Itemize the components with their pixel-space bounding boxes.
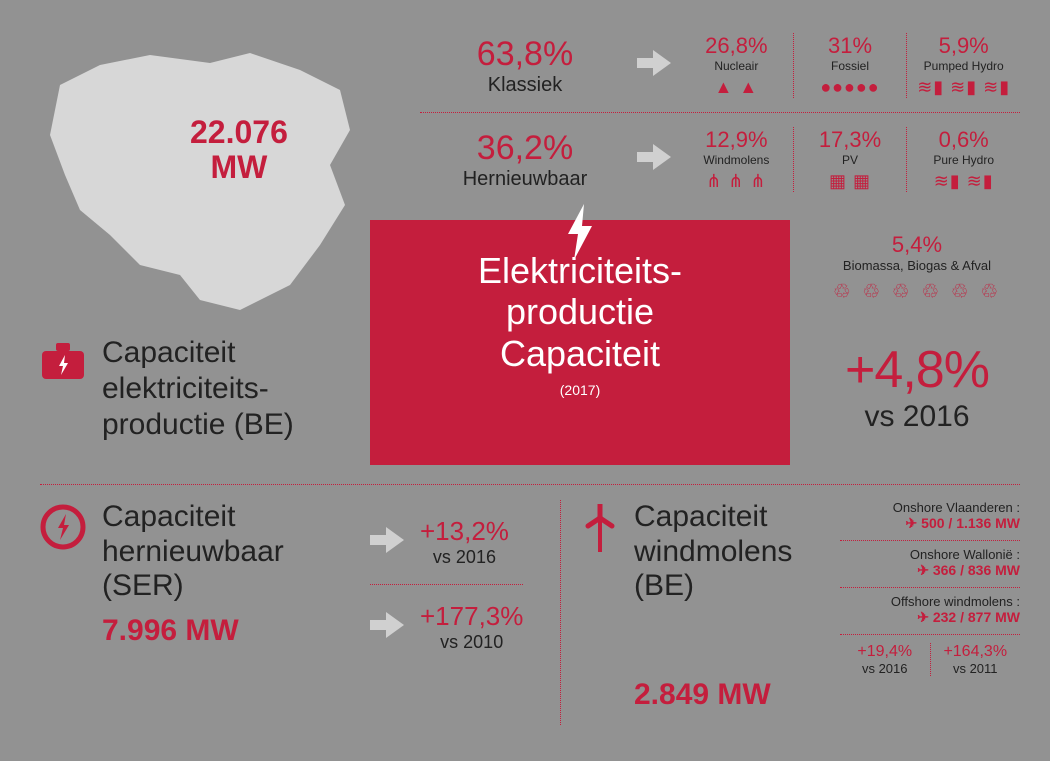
ser-mw: 7.996 MW — [102, 614, 284, 648]
klassiek-row: 63,8% Klassiek 26,8% Nucleair ▲ ▲ 31% Fo… — [420, 25, 1020, 106]
wind-turbine-icon — [580, 504, 620, 550]
lightning-bolt-icon — [560, 204, 600, 265]
sub-windmolens: 12,9% Windmolens ⋔ ⋔ ⋔ — [680, 127, 793, 192]
wind-detail-row: Onshore Vlaanderen : ✈ 500 / 1.136 MW — [840, 500, 1020, 540]
capacity-be-block: Capaciteit elektriciteits- productie (BE… — [40, 335, 294, 443]
wind-line3: (BE) — [634, 569, 694, 602]
hernieuwbaar-pct: 36,2% — [420, 129, 630, 168]
klassiek-pct: 63,8% — [420, 35, 630, 74]
map-unit: MW — [211, 149, 268, 185]
arrow-icon — [370, 527, 420, 558]
pumped-hydro-icon: ≋▮ ≋▮ ≋▮ — [911, 77, 1016, 98]
map-capacity-label: 22.076 MW — [190, 115, 288, 185]
ser-line1: Capaciteit — [102, 500, 235, 533]
nucleair-icon: ▲ ▲ — [684, 77, 789, 98]
klassiek-label: Klassiek — [420, 74, 630, 97]
ser-line2: hernieuwbaar — [102, 535, 284, 568]
biomass-label: Biomassa, Biogas & Afval — [812, 258, 1022, 273]
biomass-pct: 5,4% — [812, 232, 1022, 258]
pv-icon: ▦ ▦ — [798, 171, 903, 192]
divider-vertical — [560, 500, 561, 725]
center-title-2: productie — [506, 291, 654, 332]
growth-vs: vs 2016 — [812, 400, 1022, 434]
cap-be-line1: Capaciteit — [102, 336, 235, 369]
biomass-block: 5,4% Biomassa, Biogas & Afval ♲ ♲ ♲ ♲ ♲ … — [812, 232, 1022, 304]
sub-pure-hydro: 0,6% Pure Hydro ≋▮ ≋▮ — [906, 127, 1020, 192]
map-value: 22.076 — [190, 114, 288, 150]
arrow-icon — [630, 144, 680, 175]
wind-detail-row: Onshore Wallonië : ✈ 366 / 836 MW — [840, 540, 1020, 587]
center-title-3: Capaciteit — [500, 333, 660, 374]
divider — [40, 484, 1020, 485]
windmolen-icon: ⋔ ⋔ ⋔ — [684, 171, 789, 192]
wind-block: Capaciteit windmolens (BE) 2.849 MW Onsh… — [580, 500, 1020, 712]
wind-growth-row: +19,4% vs 2016 +164,3% vs 2011 — [840, 634, 1020, 676]
center-year: (2017) — [370, 382, 790, 398]
arrow-icon — [370, 612, 420, 643]
categories-block: 63,8% Klassiek 26,8% Nucleair ▲ ▲ 31% Fo… — [420, 25, 1020, 200]
arrow-icon — [630, 50, 680, 81]
fossiel-icon: ●●●●● — [798, 77, 903, 98]
ser-stat-row: +13,2% vs 2016 — [370, 500, 523, 584]
wind-detail-row: Offshore windmolens : ✈ 232 / 877 MW — [840, 587, 1020, 634]
sub-pumped-hydro: 5,9% Pumped Hydro ≋▮ ≋▮ ≋▮ — [906, 33, 1020, 98]
pure-hydro-icon: ≋▮ ≋▮ — [911, 171, 1016, 192]
belgium-map-block: 22.076 MW — [40, 35, 370, 315]
sub-fossiel: 31% Fossiel ●●●●● — [793, 33, 907, 98]
hernieuwbaar-label: Hernieuwbaar — [420, 168, 630, 191]
growth-value: +4,8% — [812, 340, 1022, 400]
ser-block: Capaciteit hernieuwbaar (SER) 7.996 MW +… — [40, 500, 540, 648]
cap-be-line3: productie (BE) — [102, 408, 294, 441]
wind-mw: 2.849 MW — [634, 678, 792, 712]
cap-be-line2: elektriciteits- — [102, 372, 269, 405]
ser-line3: (SER) — [102, 569, 184, 602]
hernieuwbaar-row: 36,2% Hernieuwbaar 12,9% Windmolens ⋔ ⋔ … — [420, 112, 1020, 200]
sub-pv: 17,3% PV ▦ ▦ — [793, 127, 907, 192]
center-title-box: Elektriciteits- productie Capaciteit (20… — [370, 220, 790, 465]
circle-bolt-icon — [40, 504, 86, 550]
briefcase-bolt-icon — [40, 341, 86, 381]
wind-line2: windmolens — [634, 535, 792, 568]
sub-nucleair: 26,8% Nucleair ▲ ▲ — [680, 33, 793, 98]
overall-growth-block: +4,8% vs 2016 — [812, 340, 1022, 434]
wind-line1: Capaciteit — [634, 500, 767, 533]
ser-stat-row: +177,3% vs 2010 — [370, 584, 523, 669]
recycle-icon: ♲ ♲ ♲ ♲ ♲ ♲ — [812, 279, 1022, 304]
